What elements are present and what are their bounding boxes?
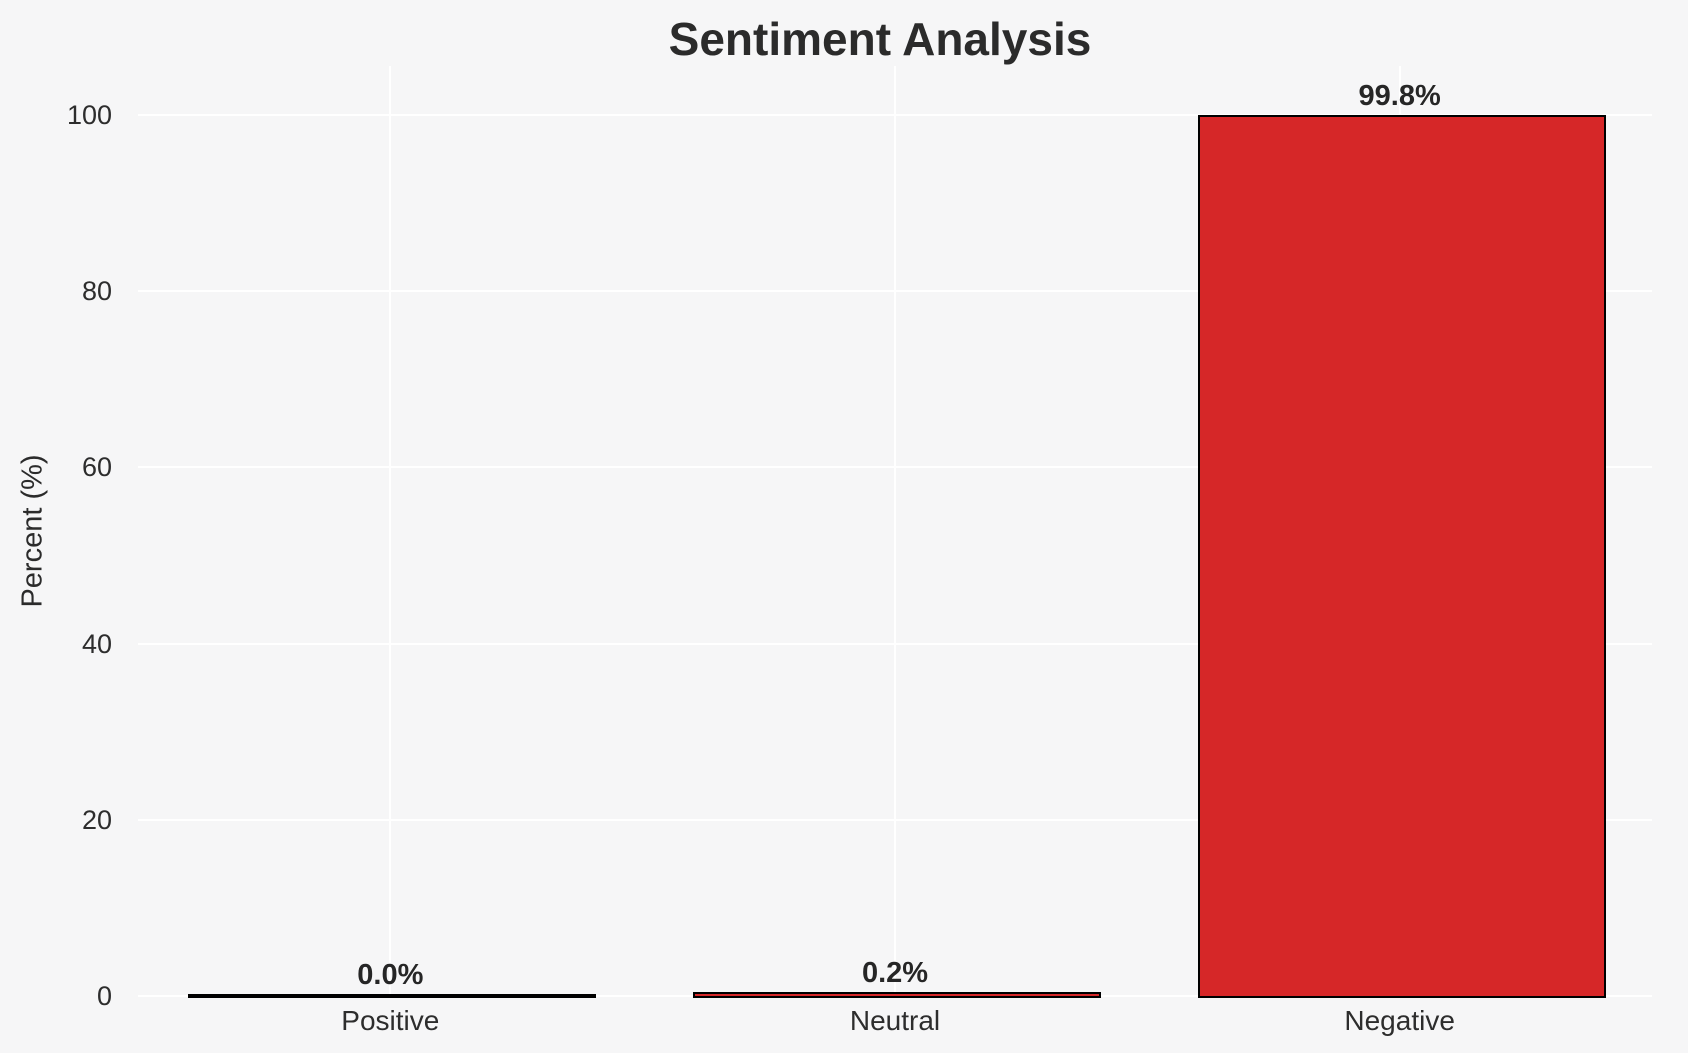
bar-negative (1197, 114, 1606, 998)
y-tick-label-80: 80 (81, 276, 112, 307)
bar-neutral (693, 992, 1101, 998)
value-label-positive: 0.0% (357, 959, 424, 991)
value-label-negative: 99.8% (1358, 79, 1441, 112)
y-tick-label-100: 100 (66, 100, 112, 130)
value-label-neutral: 0.2% (861, 957, 929, 990)
y-tick-label-60: 60 (81, 452, 112, 483)
category-label-positive: Positive (341, 1005, 440, 1036)
x-gridline-positive (389, 66, 392, 996)
y-tick-label-20: 20 (81, 804, 112, 835)
x-gridline-neutral (894, 66, 896, 996)
y-tick-label-40: 40 (81, 628, 112, 659)
category-label-negative: Negative (1344, 1005, 1455, 1036)
bar-positive (188, 994, 597, 998)
category-label-neutral: Neutral (849, 1005, 941, 1036)
y-tick-label-0: 0 (96, 981, 112, 1011)
